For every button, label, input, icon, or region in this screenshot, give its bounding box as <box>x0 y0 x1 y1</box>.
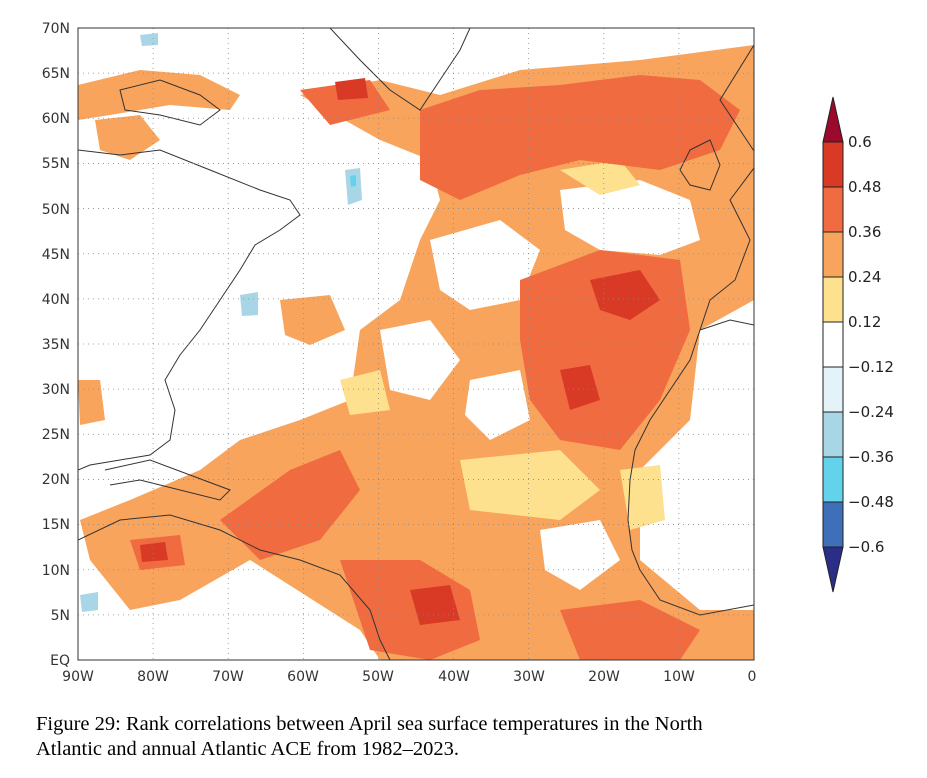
shade-region-yellow-d <box>620 465 665 530</box>
shade-region-darkred-c <box>410 585 460 625</box>
shade-region-darkred-b <box>560 365 600 410</box>
shade-region-neutral-d <box>465 370 530 440</box>
lat-label-30n: 30N <box>42 382 70 398</box>
shade-region-yellow-c <box>340 370 390 415</box>
colorbar-label-neg-0.6: −0.6 <box>848 538 884 556</box>
lon-label-70w: 70W <box>212 669 244 685</box>
colorbar-label-0.24: 0.24 <box>848 268 881 286</box>
colorbar-band-neutral <box>822 321 844 368</box>
coastline-british-isles <box>679 139 721 191</box>
colorbar-band-0.36-0.48 <box>822 186 844 233</box>
colorbar-band-0.24-0.36 <box>822 231 844 278</box>
shade-region-orange-hudson <box>95 115 160 160</box>
shade-region-yellow-a <box>460 450 600 520</box>
shade-region-darkred-d <box>140 542 168 562</box>
shade-region-neutral-e <box>540 520 620 590</box>
coastline-hudson <box>119 79 221 126</box>
map-frame <box>77 27 755 661</box>
lat-label-50n: 50N <box>42 202 70 218</box>
caption-line-1: Figure 29: Rank correlations between Apr… <box>36 713 703 735</box>
lat-label-20n: 20N <box>42 472 70 488</box>
shade-region-orange-gulf <box>78 380 105 425</box>
coastline-europe-africa <box>627 44 754 616</box>
shade-region-blue-c <box>80 592 98 612</box>
shade-region-neutral-c <box>380 320 460 400</box>
lat-label-70n: 70N <box>42 21 70 37</box>
shade-region-red-caribbean <box>220 450 360 560</box>
shade-region-orange-north <box>78 70 240 120</box>
shade-region-darkred-e <box>335 78 368 100</box>
coastline-south-america <box>78 514 391 660</box>
lat-label-35n: 35N <box>42 337 70 353</box>
caption-line-2: Atlantic and annual Atlantic ACE from 19… <box>36 738 460 760</box>
shade-region-neutral-b <box>430 220 540 310</box>
colorbar: 0.6 0.48 0.36 0.24 0.12 −0.12 −0.24 −0.3… <box>822 96 894 593</box>
shade-region-red-gulf-guinea <box>560 600 700 660</box>
lon-label-60w: 60W <box>287 669 319 685</box>
colorbar-label-0.12: 0.12 <box>848 313 881 331</box>
colorbar-band-0.48-0.6 <box>822 141 844 188</box>
colorbar-band-neg-0.24-0.36 <box>822 411 844 458</box>
lon-label-90w: 90W <box>62 669 94 685</box>
shade-region-darkred-a <box>590 270 660 320</box>
coastline-iberia <box>699 319 754 331</box>
shade-region-blue-d <box>140 33 158 46</box>
shade-region-red-north <box>420 75 740 200</box>
colorbar-label-neg-0.24: −0.24 <box>848 403 894 421</box>
correlation-map-figure: 70N 65N 60N 55N 50N 45N 40N 35N 30N 25N … <box>42 21 894 685</box>
lat-label-10n: 10N <box>42 563 70 579</box>
coastline-greenland <box>329 28 471 111</box>
shade-region-red-labrador <box>300 80 390 125</box>
figure-caption: Figure 29: Rank correlations between Apr… <box>36 712 896 762</box>
map-plot-area <box>77 27 755 661</box>
latitude-axis: 70N 65N 60N 55N 50N 45N 40N 35N 30N 25N … <box>42 21 70 669</box>
coastline-north-america <box>78 149 301 471</box>
colorbar-band-0.12-0.24 <box>822 276 844 323</box>
lat-label-5n: 5N <box>51 608 70 624</box>
coastlines <box>78 28 754 660</box>
colorbar-label-0.36: 0.36 <box>848 223 881 241</box>
colorbar-under-triangle <box>822 546 844 593</box>
lat-label-55n: 55N <box>42 156 70 172</box>
lon-label-50w: 50W <box>362 669 394 685</box>
lat-label-40n: 40N <box>42 292 70 308</box>
lat-label-eq: EQ <box>50 653 70 669</box>
lat-label-45n: 45N <box>42 247 70 263</box>
shade-region-orange-west <box>280 295 345 345</box>
shade-region-neutral-a <box>560 180 700 255</box>
lat-label-65n: 65N <box>42 66 70 82</box>
correlation-shading <box>78 33 754 660</box>
colorbar-band-neg-0.12-0.24 <box>822 366 844 413</box>
lat-label-60n: 60N <box>42 111 70 127</box>
coastline-florida-cuba <box>104 459 231 501</box>
shade-region-yellow-b <box>560 160 640 195</box>
colorbar-label-0.6: 0.6 <box>848 133 872 151</box>
lon-label-20w: 20W <box>588 669 620 685</box>
lon-label-80w: 80W <box>137 669 169 685</box>
shade-region-cyan-a <box>350 175 356 187</box>
colorbar-label-neg-0.36: −0.36 <box>848 448 894 466</box>
graticule <box>78 28 754 660</box>
shade-region-blue-b <box>240 292 258 316</box>
lon-label-0: 0 <box>748 669 757 685</box>
colorbar-band-neg-0.48-0.6 <box>822 501 844 548</box>
colorbar-band-neg-0.36-0.48 <box>822 456 844 503</box>
colorbar-label-neg-0.12: −0.12 <box>848 358 894 376</box>
lon-label-30w: 30W <box>513 669 545 685</box>
lon-label-40w: 40W <box>438 669 470 685</box>
lon-label-10w: 10W <box>663 669 695 685</box>
colorbar-over-triangle <box>822 96 844 143</box>
lat-label-25n: 25N <box>42 427 70 443</box>
lat-label-15n: 15N <box>42 517 70 533</box>
colorbar-label-neg-0.48: −0.48 <box>848 493 894 511</box>
shade-region-red-equator <box>340 560 480 660</box>
longitude-axis: 90W 80W 70W 60W 50W 40W 30W 20W 10W 0 <box>62 669 756 685</box>
colorbar-label-0.48: 0.48 <box>848 178 881 196</box>
